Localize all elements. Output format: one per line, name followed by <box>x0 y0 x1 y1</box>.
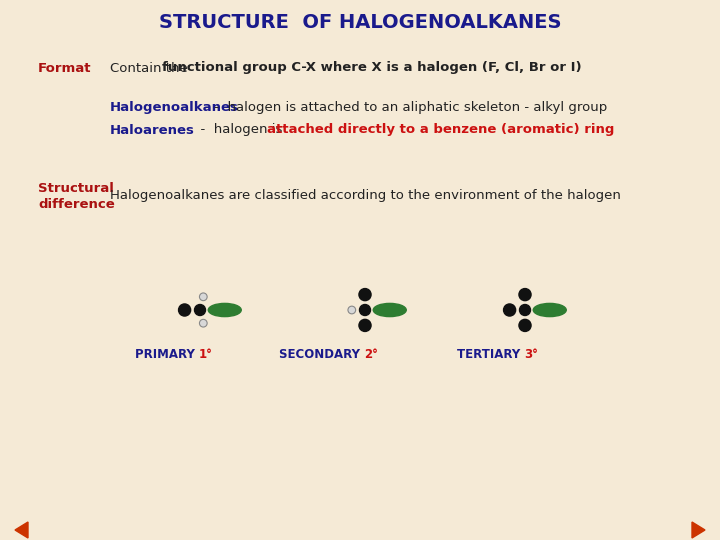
Text: 1°: 1° <box>199 348 213 361</box>
Text: PRIMARY: PRIMARY <box>135 348 199 361</box>
Circle shape <box>503 304 516 316</box>
Text: STRUCTURE  OF HALOGENOALKANES: STRUCTURE OF HALOGENOALKANES <box>158 12 562 31</box>
Text: -  halogen is: - halogen is <box>175 124 287 137</box>
Text: attached directly to a benzene (aromatic) ring: attached directly to a benzene (aromatic… <box>267 124 614 137</box>
Circle shape <box>348 306 356 314</box>
Text: 2°: 2° <box>364 348 378 361</box>
Polygon shape <box>15 522 28 538</box>
Text: Halogenoalkanes are classified according to the environment of the halogen: Halogenoalkanes are classified according… <box>110 190 621 202</box>
Text: Contain the: Contain the <box>110 62 192 75</box>
Circle shape <box>179 304 191 316</box>
Text: Format: Format <box>38 62 91 75</box>
Text: Haloarenes: Haloarenes <box>110 124 195 137</box>
Circle shape <box>199 293 207 301</box>
Text: Structural: Structural <box>38 181 114 194</box>
Text: difference: difference <box>38 198 114 211</box>
Circle shape <box>520 305 531 315</box>
Ellipse shape <box>373 303 406 316</box>
Text: functional group C-X where X is a halogen (F, Cl, Br or I): functional group C-X where X is a haloge… <box>162 62 582 75</box>
Circle shape <box>199 319 207 327</box>
Circle shape <box>519 288 531 301</box>
Text: -  halogen is attached to an aliphatic skeleton - alkyl group: - halogen is attached to an aliphatic sk… <box>210 102 607 114</box>
Circle shape <box>359 288 371 301</box>
Text: 3°: 3° <box>524 348 538 361</box>
Text: Halogenoalkanes: Halogenoalkanes <box>110 102 239 114</box>
Circle shape <box>519 319 531 332</box>
Ellipse shape <box>208 303 241 316</box>
Ellipse shape <box>534 303 566 316</box>
Text: TERTIARY: TERTIARY <box>456 348 524 361</box>
Circle shape <box>194 305 205 315</box>
Text: SECONDARY: SECONDARY <box>279 348 364 361</box>
Circle shape <box>359 305 371 315</box>
Circle shape <box>359 319 371 332</box>
Polygon shape <box>692 522 705 538</box>
